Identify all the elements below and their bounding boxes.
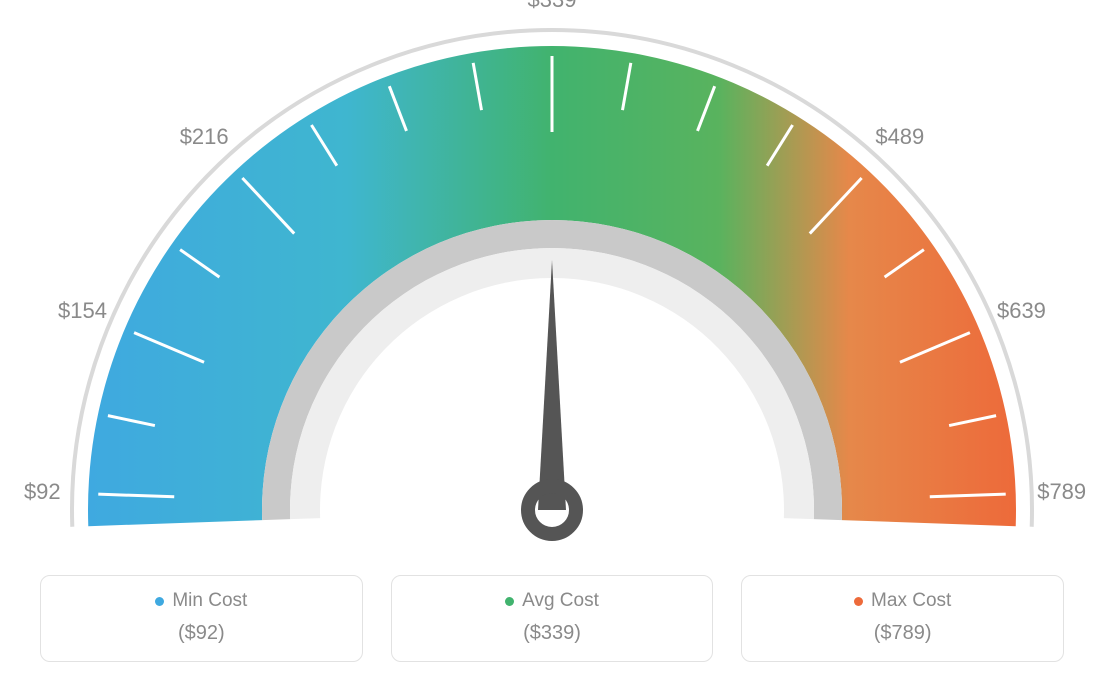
- gauge-tick-label: $339: [528, 0, 577, 13]
- legend-label: Avg Cost: [522, 590, 599, 612]
- legend-card-avg: Avg Cost ($339): [391, 575, 714, 662]
- gauge-svg: [0, 0, 1104, 560]
- legend-top-avg: Avg Cost: [505, 590, 599, 612]
- dot-icon: [505, 597, 514, 606]
- dot-icon: [854, 597, 863, 606]
- legend-value: ($789): [752, 622, 1053, 645]
- legend-label: Min Cost: [172, 590, 247, 612]
- legend-top-min: Min Cost: [155, 590, 247, 612]
- legend-label: Max Cost: [871, 590, 951, 612]
- legend-card-min: Min Cost ($92): [40, 575, 363, 662]
- legend-card-max: Max Cost ($789): [741, 575, 1064, 662]
- dot-icon: [155, 597, 164, 606]
- gauge-tick-label: $489: [875, 124, 924, 150]
- gauge-tick-label: $216: [180, 124, 229, 150]
- legend-top-max: Max Cost: [854, 590, 951, 612]
- legend-row: Min Cost ($92) Avg Cost ($339) Max Cost …: [0, 575, 1104, 662]
- legend-value: ($92): [51, 622, 352, 645]
- gauge-chart: $92 $154 $216 $339 $489 $639 $789: [0, 0, 1104, 560]
- gauge-tick-label: $789: [1037, 479, 1086, 505]
- legend-value: ($339): [402, 622, 703, 645]
- gauge-tick-label: $92: [24, 479, 61, 505]
- gauge-tick-label: $639: [997, 298, 1046, 324]
- gauge-tick-label: $154: [58, 298, 107, 324]
